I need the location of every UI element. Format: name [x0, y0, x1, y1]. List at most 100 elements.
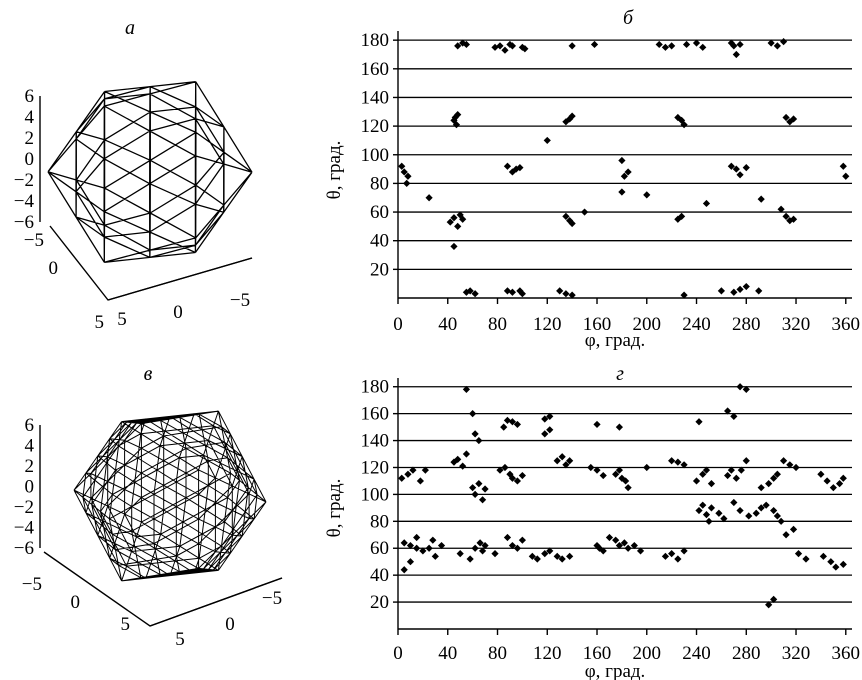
point-d-78 [541, 550, 549, 558]
point-d-25 [566, 457, 574, 465]
base-axis-right [149, 577, 283, 627]
point-b-87 [702, 199, 711, 208]
point-d-59 [400, 539, 408, 547]
right-axis-tick-0: 5 [175, 629, 185, 650]
point-b-47 [620, 172, 628, 180]
point-d-49 [770, 474, 778, 482]
x-tick-label-b-3: 120 [533, 314, 562, 335]
point-d-40 [702, 466, 711, 474]
point-d-57 [835, 480, 844, 488]
point-d-129 [475, 436, 483, 445]
point-d-4 [421, 466, 429, 474]
point-b-74 [518, 290, 526, 298]
right-axis-tick-1: 0 [173, 302, 183, 323]
point-b-59 [459, 215, 467, 223]
x-tick-label-b-0: 0 [393, 314, 403, 335]
point-d-7 [459, 462, 467, 470]
point-b-17 [699, 43, 707, 51]
point-d-136 [593, 420, 601, 429]
point-d-20 [541, 430, 549, 438]
point-b-21 [736, 40, 744, 49]
left-axis-tick-2: 5 [95, 312, 105, 333]
x-tick-label-b-5: 200 [633, 314, 662, 335]
y-tick-label-d-5: 120 [361, 457, 390, 478]
point-b-86 [643, 191, 651, 199]
point-b-39 [400, 168, 408, 176]
point-b-62 [568, 219, 576, 228]
point-d-71 [491, 550, 499, 558]
point-d-122 [406, 558, 415, 566]
z-tick-label-3: 0 [25, 149, 35, 170]
base-axis-right [107, 257, 253, 301]
point-d-37 [680, 461, 688, 469]
point-d-72 [503, 533, 512, 542]
point-b-16 [692, 39, 701, 47]
point-b-82 [742, 282, 750, 291]
z-tick-label-0: 6 [25, 86, 35, 107]
point-b-80 [730, 288, 738, 296]
point-b-55 [446, 218, 454, 226]
point-b-72 [508, 288, 517, 296]
point-b-77 [568, 291, 576, 299]
point-b-24 [779, 37, 788, 46]
y-tick-label-b-1: 40 [370, 231, 389, 252]
point-d-87 [612, 536, 620, 544]
x-axis-label-d: φ, град. [585, 661, 646, 680]
point-d-17 [508, 474, 517, 482]
y-tick-label-d-0: 20 [370, 592, 389, 613]
point-d-11 [475, 480, 483, 488]
point-d-73 [508, 541, 517, 550]
point-d-13 [481, 485, 489, 493]
point-b-5 [501, 46, 509, 54]
y-tick-label-b-2: 60 [370, 202, 389, 223]
point-b-23 [773, 42, 781, 50]
point-d-2 [409, 466, 417, 474]
point-b-20 [732, 50, 740, 59]
point-d-104 [730, 498, 738, 507]
point-d-39 [699, 470, 707, 478]
x-tick-label-d-6: 240 [682, 643, 711, 664]
point-d-63 [425, 544, 433, 552]
point-d-93 [661, 552, 670, 560]
x-tick-label-b-1: 40 [438, 314, 457, 335]
point-b-61 [566, 217, 574, 225]
x-tick-label-b-4: 160 [583, 314, 612, 335]
point-d-15 [501, 463, 509, 472]
point-d-79 [546, 547, 554, 555]
point-d-86 [605, 533, 614, 542]
point-d-32 [622, 477, 630, 485]
point-d-94 [668, 550, 676, 558]
z-tick-label-3: 0 [25, 477, 35, 498]
point-b-12 [655, 40, 663, 49]
point-b-56 [450, 214, 458, 222]
point-d-46 [742, 457, 750, 465]
point-d-117 [819, 552, 827, 560]
point-b-30 [566, 115, 574, 123]
y-axis-label-b: θ, град. [324, 141, 345, 200]
point-d-67 [471, 544, 479, 552]
point-d-97 [695, 506, 703, 515]
point-b-4 [496, 42, 504, 50]
point-d-100 [705, 517, 713, 525]
point-d-68 [476, 539, 484, 547]
point-d-89 [620, 539, 628, 547]
point-b-11 [590, 40, 599, 49]
point-b-45 [516, 164, 524, 172]
point-b-89 [777, 205, 785, 213]
x-tick-label-d-3: 120 [533, 643, 562, 664]
point-b-53 [839, 162, 847, 170]
point-d-9 [469, 484, 477, 492]
scatter-plot-d: φ, град. θ, град. 20 40 60 80 100 120 140 160 18… [324, 377, 860, 680]
point-d-35 [668, 457, 676, 465]
point-d-42 [724, 471, 732, 480]
point-d-115 [794, 550, 803, 558]
point-d-120 [839, 560, 847, 568]
point-d-22 [553, 457, 561, 465]
x-tick-label-b-9: 360 [832, 314, 861, 335]
y-tick-label-b-4: 100 [361, 145, 390, 166]
point-d-30 [615, 466, 624, 474]
point-b-46 [618, 156, 626, 165]
point-b-65 [782, 212, 790, 220]
